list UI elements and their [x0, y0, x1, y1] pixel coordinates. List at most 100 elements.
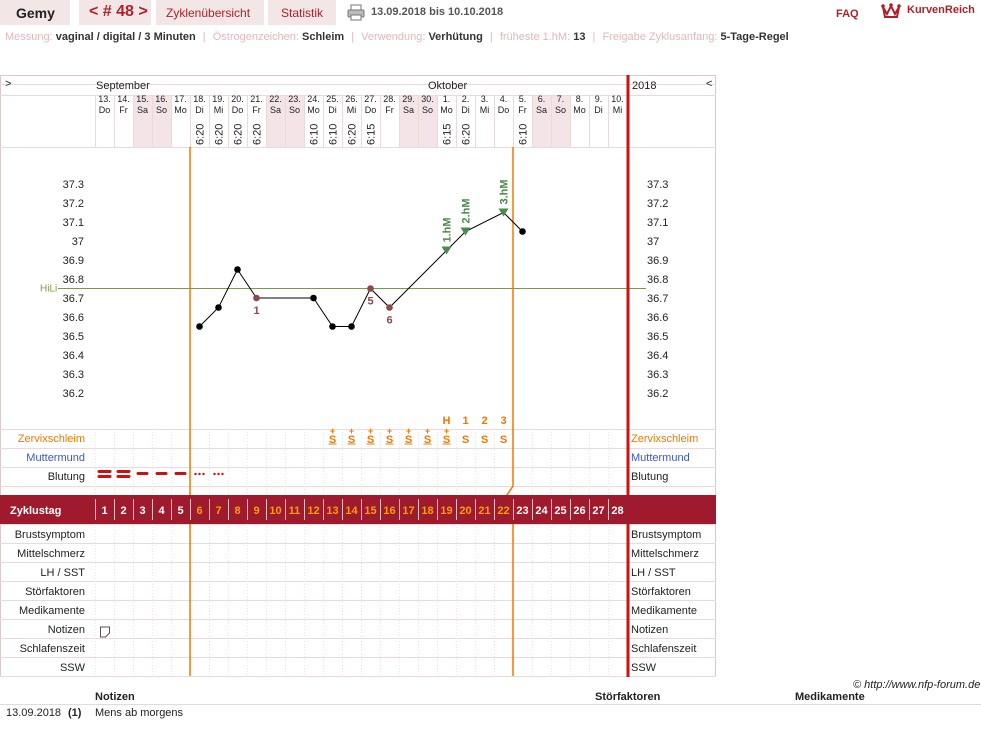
weekend-shade [133, 95, 152, 147]
earliest-hm-label: früheste 1.hM: [499, 31, 571, 43]
tab-statistics-label[interactable]: Statistik [281, 6, 324, 20]
day-date: 10. [611, 94, 624, 104]
temperature-point [234, 266, 241, 273]
release-label: Freigabe Zyklusanfang: [602, 31, 718, 43]
day-date: 28. [383, 94, 396, 104]
measure-time: 6:20 [252, 124, 264, 145]
day-date: 24. [307, 94, 320, 104]
day-weekday: Mo [440, 105, 453, 115]
temp-tick-left: 37 [72, 236, 84, 248]
row-label-left-meds: Medikamente [19, 605, 85, 617]
mucus-entry: S [329, 434, 336, 446]
day-date: 30. [421, 94, 434, 104]
measure-time: 6:10 [309, 124, 321, 145]
scroll-left-arrow[interactable]: > [5, 78, 11, 90]
brand-name[interactable]: KurvenReich [907, 4, 975, 16]
scroll-right-arrow[interactable]: < [706, 78, 712, 90]
mucus-entry: S [348, 434, 355, 446]
temp-tick-right: 37.3 [647, 179, 668, 191]
day-date: 14. [117, 94, 130, 104]
row-label-right-midpain: Mittelschmerz [631, 548, 699, 560]
day-weekday: Mo [573, 105, 586, 115]
day-weekday: Di [461, 105, 470, 115]
weekend-shade [418, 95, 437, 147]
row-label-left-notes: Notizen [48, 624, 85, 636]
tab-cycle-overview[interactable]: Zyklenübersicht [156, 0, 264, 25]
mucus-entry: S [424, 434, 431, 446]
day-weekday: Do [232, 105, 244, 115]
row-label-right-meds: Medikamente [631, 605, 697, 617]
note-icon[interactable] [100, 626, 110, 638]
copyright-link[interactable]: © http://www.nfp-forum.de [853, 679, 981, 691]
higher-measure-label: 1.hM [442, 217, 454, 242]
estrogen-label: Östrogenzeichen: [212, 31, 299, 43]
row-label-left-cervix: Muttermund [26, 452, 85, 464]
excluded-point-label: 1 [253, 305, 259, 317]
estrogen-value: Schleim [302, 31, 345, 43]
day-date: 20. [231, 94, 244, 104]
mucus-plus-mark: + [425, 426, 430, 436]
day-date: 1. [443, 94, 451, 104]
bleeding-heavy-mark [116, 475, 131, 478]
tab-statistics[interactable]: Statistik [268, 0, 336, 25]
row-label-left-breast: Brustsymptom [15, 529, 85, 541]
mucus-entry: S [386, 434, 393, 446]
peak-day-label: 1 [462, 415, 468, 427]
chart-frame [0, 75, 716, 677]
day-weekday: Fr [385, 105, 394, 115]
bleeding-spot-mark [221, 472, 224, 476]
weekend-shade [152, 95, 171, 147]
day-weekday: Di [594, 105, 603, 115]
temp-tick-left: 37.2 [63, 198, 84, 210]
measure-time: 6:20 [233, 124, 245, 145]
cycle-day-number: 24 [535, 505, 548, 517]
cycle-number[interactable]: < # 48 > [89, 3, 148, 20]
row-label-right-sleep: Schlafenszeit [631, 643, 696, 655]
note-text: Mens ab morgens [95, 707, 184, 719]
cycle-day-bar-label: Zyklustag [10, 505, 61, 517]
higher-measure-label: 3.hM [499, 179, 511, 204]
day-date: 26. [345, 94, 358, 104]
day-weekday: So [555, 105, 566, 115]
faq-link[interactable]: FAQ [836, 8, 859, 20]
cycle-day-number: 25 [554, 505, 566, 517]
bleeding-spot-mark [194, 472, 197, 476]
chart-canvas: > <September Oktober 201813.Do14.Fr15.Sa16.… [0, 75, 716, 677]
day-date: 7. [557, 94, 565, 104]
measure-time: 6:20 [347, 124, 359, 145]
cycle-day-number: 18 [421, 505, 433, 517]
temperature-point [519, 228, 526, 235]
disturb-column-header: Störfaktoren [595, 691, 661, 703]
cycle-navigator[interactable]: < # 48 > [79, 0, 151, 25]
mucus-entry: S [443, 434, 450, 446]
row-label-left-midpain: Mittelschmerz [17, 548, 85, 560]
peak-day-label: 3 [500, 415, 506, 427]
day-weekday: Di [328, 105, 337, 115]
tab-cycle-overview-label[interactable]: Zyklenübersicht [166, 6, 251, 20]
day-date: 3. [481, 94, 489, 104]
temp-tick-right: 37.1 [647, 217, 668, 229]
temp-tick-left: 36.5 [63, 331, 84, 343]
cycle-day-number: 14 [345, 505, 358, 517]
temperature-curve [199, 211, 523, 327]
day-date: 21. [250, 94, 263, 104]
user-name: Gemy [16, 5, 55, 21]
cycle-day-bar [0, 495, 716, 524]
row-label-left-disturb: Störfaktoren [25, 586, 85, 598]
cycle-day-number: 15 [364, 505, 376, 517]
mucus-plus-mark: + [387, 426, 392, 436]
printer-icon[interactable] [347, 4, 365, 21]
day-weekday: Fr [252, 105, 261, 115]
date-range: 13.09.2018 bis 10.10.2018 [371, 6, 504, 18]
temp-tick-right: 36.8 [647, 274, 668, 286]
meds-column-header: Medikamente [795, 691, 865, 703]
temp-tick-right: 37 [647, 236, 659, 248]
row-label-right-bleeding: Blutung [631, 471, 668, 483]
temp-tick-right: 37.2 [647, 198, 668, 210]
temp-tick-left: 36.6 [63, 312, 84, 324]
row-label-right-notes: Notizen [631, 624, 668, 636]
bleeding-spot-mark [198, 472, 201, 476]
temperature-point [196, 323, 203, 330]
day-weekday: Mi [480, 105, 490, 115]
row-label-left-ssw: SSW [60, 662, 86, 674]
